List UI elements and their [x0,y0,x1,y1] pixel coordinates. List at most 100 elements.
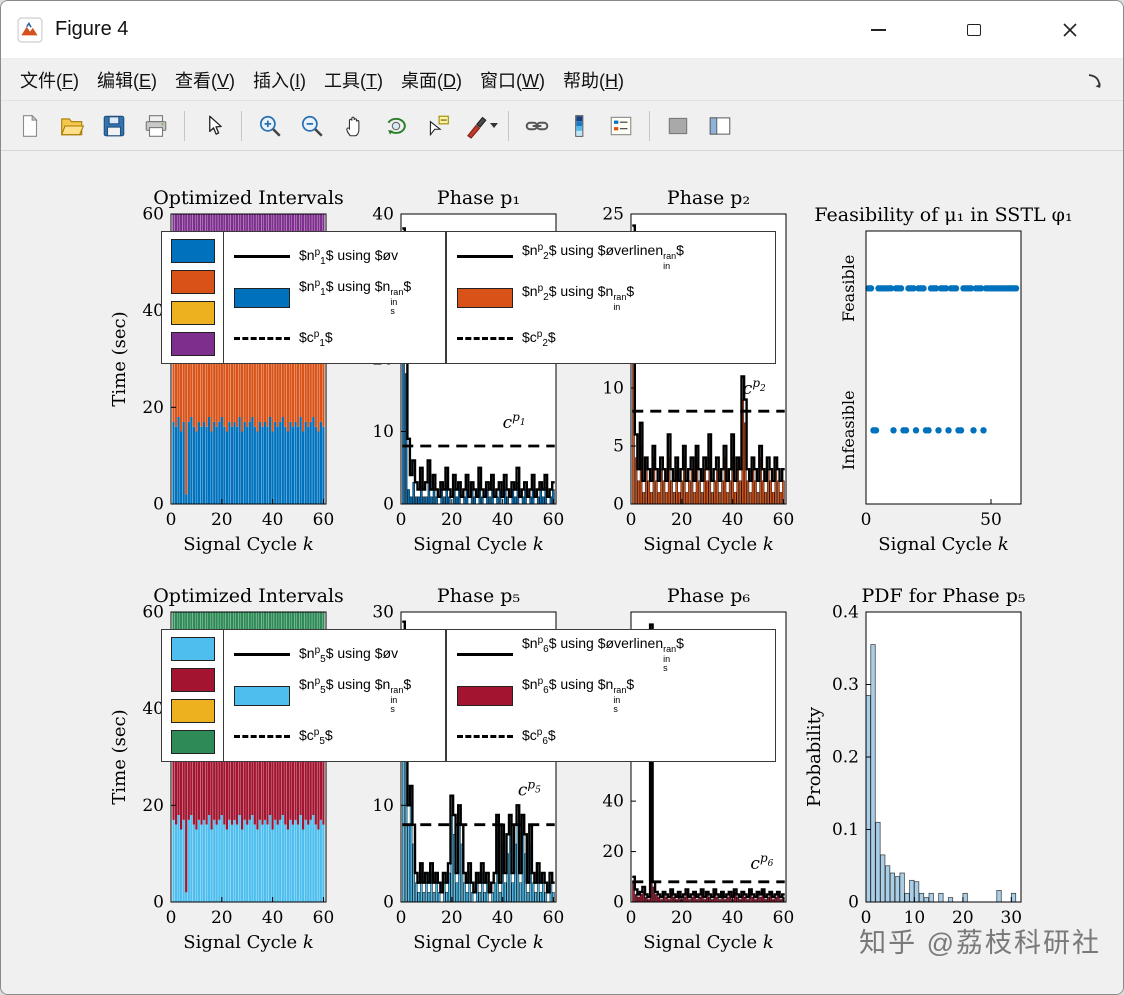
svg-text:40: 40 [142,301,164,321]
menu-bar: 文件(F) 编辑(E) 查看(V) 插入(I) 工具(T) 桌面(D) 窗口(W) 帮助(H) [1,59,1123,101]
svg-text:Probability: Probability [804,706,825,807]
svg-text:20: 20 [441,908,463,928]
legend-box-2[interactable]: $np2$ using $øverlinen ran in $ $np2$ using … [446,231,776,364]
svg-text:Phase p₅: Phase p₅ [437,585,520,607]
link-plot-button[interactable] [516,106,558,146]
svg-text:60: 60 [313,908,335,928]
open-file-button[interactable] [51,106,93,146]
legend-label: $cp5$ [299,726,333,747]
legend-marker-line [234,255,290,258]
show-plot-tools-icon [709,116,731,135]
legend-entry: $cp6$ [447,716,775,757]
legend-swatch [170,301,215,325]
menu-item-tools[interactable]: 工具(T) [324,70,384,91]
svg-text:Signal Cycle k: Signal Cycle k [643,932,774,953]
legend-marker-dash [457,735,513,738]
svg-text:40: 40 [492,510,514,530]
svg-text:0: 0 [153,495,164,515]
svg-text:40: 40 [492,908,514,928]
legend-label: $np6$ using $n ran in s $ [522,676,635,715]
legend-label: $np5$ using $øv [299,644,399,665]
legend-entry: $cp1$ [224,318,445,359]
legend-label: $np2$ using $øverlinen ran in $ [522,242,684,271]
svg-text:0: 0 [396,510,407,530]
svg-text:Signal Cycle k: Signal Cycle k [413,534,544,555]
legend-marker-patch [457,287,513,308]
hide-plot-tools-icon [668,117,688,134]
svg-text:0: 0 [166,510,177,530]
brush-dropdown-caret[interactable] [489,123,498,128]
toolbar-separator [184,110,185,141]
legend-swatch [170,239,215,263]
legend-box-1[interactable]: $np1$ using $øv $np1$ using $n ran in s $ $cp1… [161,231,446,364]
svg-text:60: 60 [543,510,565,530]
brush-button[interactable] [459,106,501,146]
svg-text:Infeasible: Infeasible [839,390,858,470]
insert-colorbar-button[interactable] [558,106,600,146]
show-plot-tools-button[interactable] [699,106,741,146]
svg-text:0: 0 [861,908,872,928]
hide-plot-tools-button[interactable] [657,106,699,146]
svg-text:Time (sec): Time (sec) [109,311,130,406]
legend-entry: $np2$ using $n ran in $ [447,277,775,318]
pan-button[interactable] [333,106,375,146]
menu-item-insert[interactable]: 插入(I) [253,70,307,91]
svg-text:0: 0 [613,893,624,913]
menu-item-help[interactable]: 帮助(H) [563,70,625,91]
insert-legend-button[interactable] [600,106,642,146]
link-plot-icon [525,121,549,130]
save-figure-button[interactable] [93,106,135,146]
legend-entry: $np1$ using $n ran in s $ [224,277,445,318]
svg-text:60: 60 [142,603,164,623]
print-figure-button[interactable] [135,106,177,146]
svg-text:10: 10 [904,908,926,928]
save-figure-icon [103,115,125,136]
legend-marker-patch [457,685,513,706]
matlab-figure-icon [17,17,43,43]
data-cursor-button[interactable] [417,106,459,146]
legend-swatch [170,730,215,754]
zoom-in-icon [259,115,281,137]
svg-text:60: 60 [313,510,335,530]
legend-box-4[interactable]: $np6$ using $øverlinen ran in s $ $np6$ using… [446,629,776,762]
toolbar-separator [649,110,650,141]
window-title: Figure 4 [55,18,129,40]
legend-label: $np1$ using $n ran in s $ [299,278,412,317]
minimize-button[interactable] [855,10,901,50]
legend-entry: $cp5$ [224,716,445,757]
svg-text:Phase p₆: Phase p₆ [667,585,751,607]
rotate-3d-button[interactable] [375,106,417,146]
svg-text:0: 0 [613,495,624,515]
svg-text:40: 40 [142,699,164,719]
svg-text:0.4: 0.4 [832,603,859,623]
menu-item-window[interactable]: 窗口(W) [480,70,546,91]
new-figure-button[interactable] [9,106,51,146]
window-controls [855,10,1093,50]
maximize-button[interactable] [951,10,997,50]
plot-4-feasibility: 0 50 Infeasible Feasible Feasibility of μ₁ i… [814,204,1072,555]
menu-item-desktop[interactable]: 桌面(D) [401,70,463,91]
svg-text:60: 60 [773,510,795,530]
menu-item-file[interactable]: 文件(F) [20,70,79,91]
rotate-3d-icon [387,117,406,135]
svg-text:40: 40 [262,510,284,530]
edit-plot-button[interactable] [192,106,234,146]
legend-box-3[interactable]: $np5$ using $øv $np5$ using $n ran in s $ $cp5… [161,629,446,762]
svg-text:0: 0 [396,908,407,928]
svg-text:0: 0 [861,510,872,530]
dock-figure-icon[interactable] [1085,71,1103,89]
legend-label: $np6$ using $øverlinen ran in s $ [522,635,684,674]
brush-icon [466,116,487,139]
svg-text:20: 20 [602,842,624,862]
zoom-out-button[interactable] [291,106,333,146]
close-button[interactable] [1047,10,1093,50]
zoom-in-button[interactable] [249,106,291,146]
edit-plot-icon [209,115,222,135]
svg-text:20: 20 [671,510,693,530]
svg-text:40: 40 [722,908,744,928]
menu-item-edit[interactable]: 编辑(E) [97,70,158,91]
legend-swatch [170,270,215,294]
legend-entry: $np5$ using $n ran in s $ [224,675,445,716]
legend-marker-line [457,255,513,258]
menu-item-view[interactable]: 查看(V) [175,70,236,91]
